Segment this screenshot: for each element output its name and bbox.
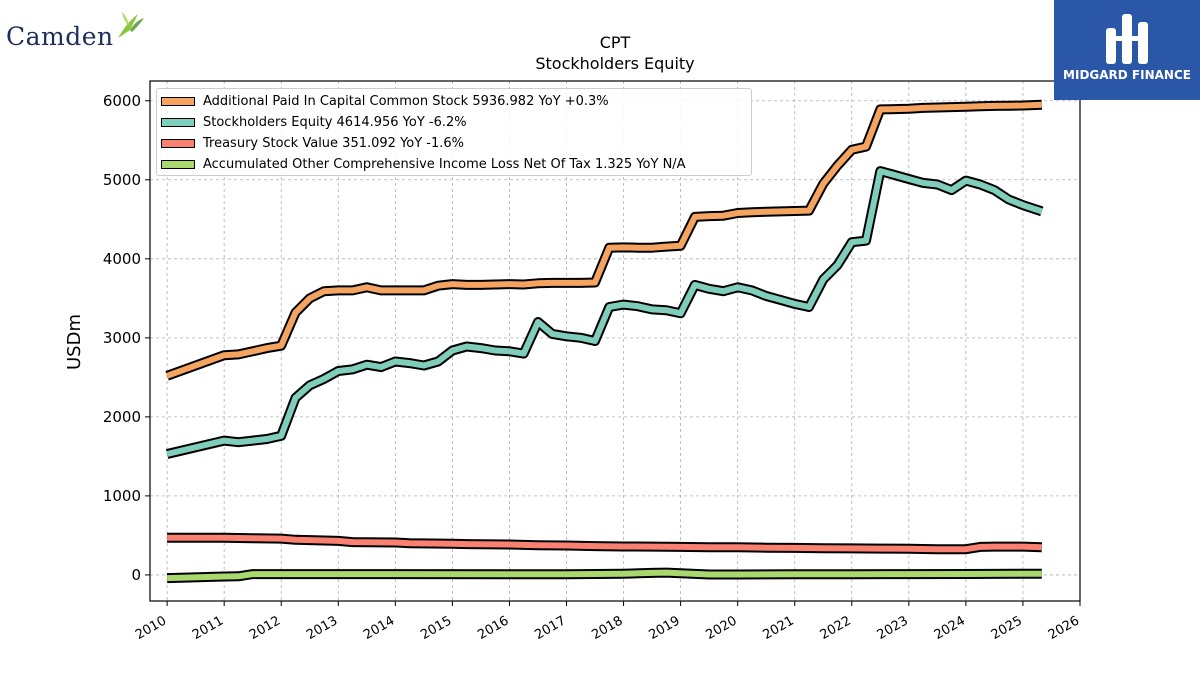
x-tick-label: 2012 (247, 613, 283, 643)
y-tick-label: 6000 (103, 92, 141, 110)
bird-icon (118, 12, 144, 38)
x-tick-label: 2025 (989, 613, 1025, 643)
chart-title: CPT (599, 33, 631, 52)
midgard-finance-logo: MIDGARD FINANCE (1054, 0, 1200, 100)
x-tick-label: 2010 (133, 613, 169, 643)
x-tick-label: 2016 (475, 613, 511, 643)
x-tick-label: 2017 (532, 613, 568, 643)
legend-swatch (161, 117, 195, 127)
midgard-logo-icon (1106, 14, 1148, 64)
x-tick-label: 2021 (761, 613, 797, 643)
y-tick-label: 2000 (103, 408, 141, 426)
legend-item: Accumulated Other Comprehensive Income L… (157, 154, 686, 174)
camden-logo-text: Camden (6, 22, 114, 51)
x-tick-label: 2014 (361, 613, 397, 643)
x-tick-label: 2011 (190, 613, 226, 643)
legend-label: Additional Paid In Capital Common Stock … (203, 93, 609, 109)
x-tick-label: 2024 (932, 613, 968, 643)
x-tick-label: 2018 (589, 613, 625, 643)
legend-swatch (161, 96, 195, 106)
x-tick-label: 2026 (1046, 613, 1082, 643)
y-tick-label: 0 (131, 566, 141, 584)
legend: Additional Paid In Capital Common Stock … (156, 88, 752, 176)
plot-frame (149, 80, 1081, 602)
x-tick-label: 2022 (818, 613, 854, 643)
x-tick-label: 2020 (704, 613, 740, 643)
y-tick-label: 1000 (103, 487, 141, 505)
series-line (166, 168, 1043, 457)
y-tick-label: 3000 (103, 329, 141, 347)
y-tick-label: 4000 (103, 250, 141, 268)
series-layer (165, 99, 1044, 584)
legend-label: Stockholders Equity 4614.956 YoY -6.2% (203, 114, 467, 130)
legend-item: Additional Paid In Capital Common Stock … (157, 91, 609, 111)
legend-item: Stockholders Equity 4614.956 YoY -6.2% (157, 112, 467, 132)
x-tick-label: 2013 (304, 613, 340, 643)
chart-subtitle: Stockholders Equity (535, 54, 695, 73)
chart-title-block: CPT Stockholders Equity (415, 32, 815, 74)
legend-label: Treasury Stock Value 351.092 YoY -1.6% (203, 135, 465, 151)
y-tick-label: 5000 (103, 171, 141, 189)
camden-logo: Camden (6, 8, 146, 53)
legend-label: Accumulated Other Comprehensive Income L… (203, 156, 686, 172)
legend-item: Treasury Stock Value 351.092 YoY -1.6% (157, 133, 464, 153)
midgard-logo-text: MIDGARD FINANCE (1063, 68, 1191, 82)
legend-swatch (161, 138, 195, 148)
legend-swatch (161, 159, 195, 169)
y-axis-label: USDm (64, 314, 85, 370)
series-line (166, 101, 1042, 379)
x-tick-label: 2019 (646, 613, 682, 643)
x-tick-label: 2023 (875, 613, 911, 643)
series-line (167, 569, 1042, 582)
x-tick-label: 2015 (418, 613, 454, 643)
series-line (167, 534, 1042, 553)
